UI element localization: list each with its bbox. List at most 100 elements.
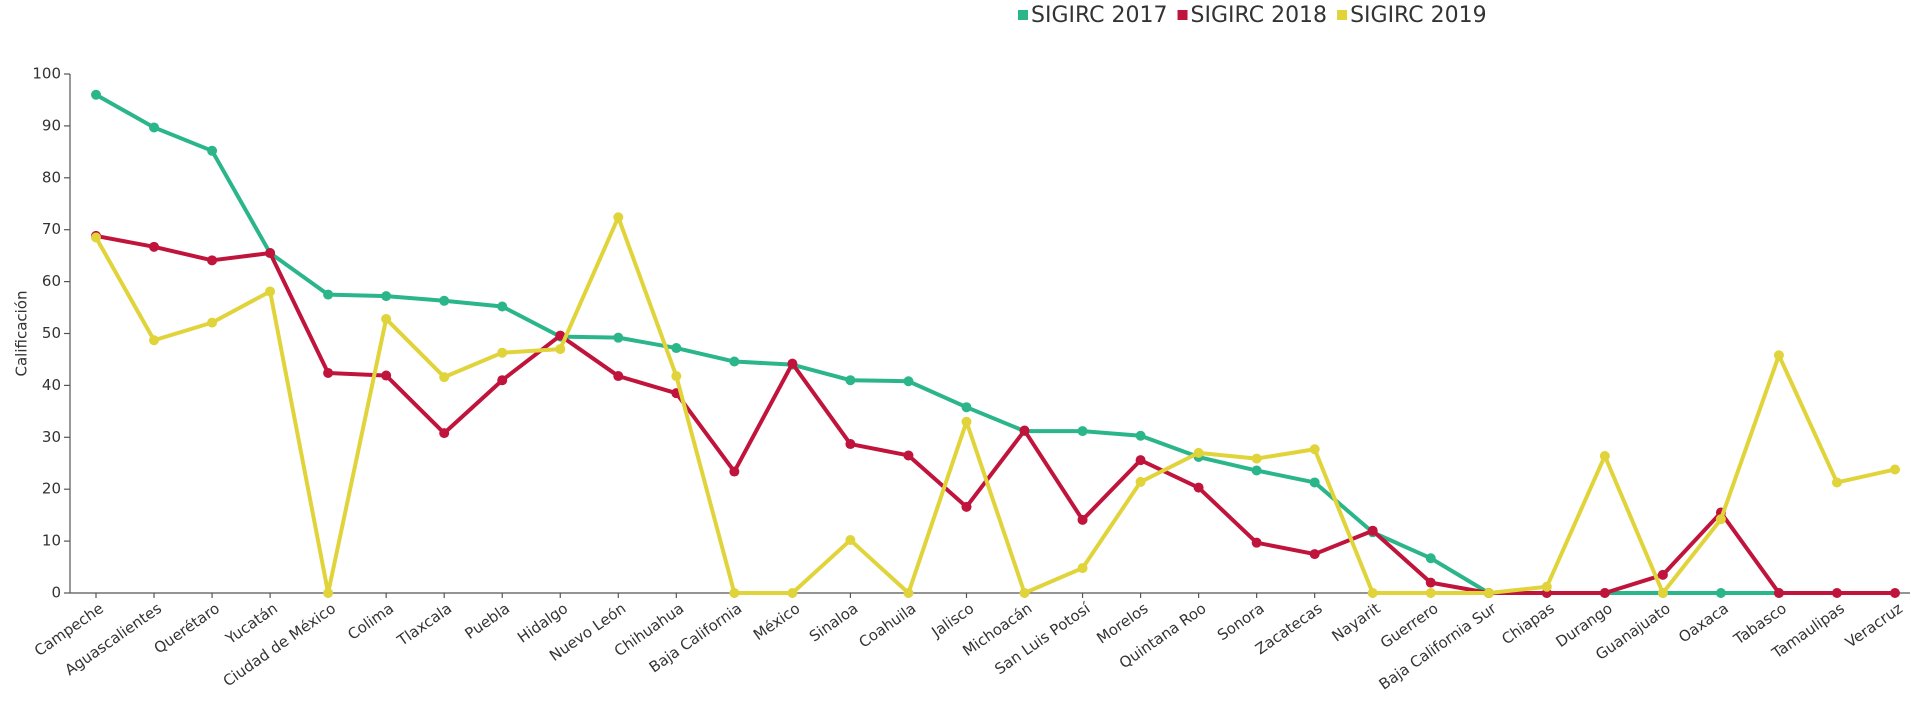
- data-point: [1658, 588, 1668, 598]
- data-point: [265, 248, 275, 258]
- data-point: [265, 286, 275, 296]
- data-point: [1426, 588, 1436, 598]
- data-point: [903, 588, 913, 598]
- x-tick-label: Jalisco: [928, 599, 978, 641]
- data-point: [671, 371, 681, 381]
- data-point: [1252, 454, 1262, 464]
- data-point: [1774, 350, 1784, 360]
- data-point: [845, 375, 855, 385]
- data-point: [1194, 483, 1204, 493]
- data-point: [381, 314, 391, 324]
- legend-swatch: [1337, 10, 1347, 20]
- data-point: [1252, 538, 1262, 548]
- y-tick-label: 50: [42, 324, 61, 342]
- data-point: [961, 502, 971, 512]
- data-point: [323, 588, 333, 598]
- data-point: [1252, 466, 1262, 476]
- data-point: [1078, 426, 1088, 436]
- y-tick-label: 80: [42, 168, 61, 186]
- x-tick-label: Veracruz: [1842, 599, 1906, 651]
- data-point: [613, 371, 623, 381]
- data-point: [1426, 553, 1436, 563]
- data-point: [439, 428, 449, 438]
- x-tick-label: Querétaro: [151, 599, 223, 657]
- data-point: [1484, 588, 1494, 598]
- data-point: [787, 588, 797, 598]
- data-point: [381, 371, 391, 381]
- data-point: [497, 375, 507, 385]
- data-point: [1832, 588, 1842, 598]
- data-point: [1890, 588, 1900, 598]
- y-tick-label: 70: [42, 220, 61, 238]
- data-point: [149, 122, 159, 132]
- data-point: [1426, 578, 1436, 588]
- legend-label: SIGIRC 2019: [1350, 3, 1487, 28]
- data-point: [439, 372, 449, 382]
- data-point: [1368, 526, 1378, 536]
- data-point: [1020, 426, 1030, 436]
- series-line: [96, 217, 1895, 593]
- y-tick-label: 100: [32, 65, 61, 83]
- data-point: [1020, 588, 1030, 598]
- data-point: [497, 348, 507, 358]
- series-line: [96, 95, 1779, 593]
- data-point: [613, 333, 623, 343]
- y-tick-label: 90: [42, 116, 61, 134]
- data-point: [497, 302, 507, 312]
- data-point: [207, 318, 217, 328]
- data-point: [1136, 431, 1146, 441]
- legend-label: SIGIRC 2017: [1031, 3, 1168, 28]
- data-point: [555, 344, 565, 354]
- x-tick-label: Puebla: [461, 599, 513, 643]
- data-point: [1600, 451, 1610, 461]
- data-point: [903, 376, 913, 386]
- x-tick-label: Chiapas: [1498, 599, 1558, 648]
- y-axis-title: Calificación: [13, 291, 31, 377]
- data-point: [1600, 588, 1610, 598]
- data-point: [91, 90, 101, 100]
- data-point: [1078, 563, 1088, 573]
- data-point: [903, 450, 913, 460]
- data-point: [729, 467, 739, 477]
- x-tick-label: Colima: [344, 599, 397, 643]
- data-point: [1078, 515, 1088, 525]
- data-point: [1194, 448, 1204, 458]
- x-tick-label: San Luis Potosí: [991, 599, 1094, 679]
- y-tick-label: 20: [42, 480, 61, 498]
- data-point: [149, 335, 159, 345]
- data-point: [1658, 570, 1668, 580]
- data-point: [207, 255, 217, 265]
- legend-swatch: [1018, 10, 1028, 20]
- data-point: [1310, 549, 1320, 559]
- y-tick-label: 10: [42, 532, 61, 550]
- data-point: [1136, 455, 1146, 465]
- x-tick-label: Tlaxcala: [393, 599, 455, 650]
- chart: Calificación0102030405060708090100Campec…: [0, 0, 1928, 702]
- x-tick-label: Coahuila: [855, 599, 919, 651]
- data-point: [149, 242, 159, 252]
- legend-label: SIGIRC 2018: [1191, 3, 1328, 28]
- x-tick-label: Nayarit: [1328, 599, 1383, 645]
- data-point: [381, 291, 391, 301]
- legend-swatch: [1178, 10, 1188, 20]
- data-point: [1716, 588, 1726, 598]
- data-point: [91, 232, 101, 242]
- x-tick-label: Oaxaca: [1675, 599, 1732, 646]
- data-point: [1542, 582, 1552, 592]
- data-point: [729, 357, 739, 367]
- data-point: [1136, 477, 1146, 487]
- data-point: [1310, 444, 1320, 454]
- y-tick-label: 30: [42, 428, 61, 446]
- x-tick-label: Aguascalientes: [61, 599, 165, 679]
- data-point: [729, 588, 739, 598]
- data-point: [845, 535, 855, 545]
- y-tick-label: 40: [42, 376, 61, 394]
- data-point: [1368, 588, 1378, 598]
- data-point: [1832, 477, 1842, 487]
- data-point: [1774, 588, 1784, 598]
- x-tick-label: Sinaloa: [806, 599, 861, 645]
- data-point: [961, 402, 971, 412]
- y-tick-label: 60: [42, 272, 61, 290]
- data-point: [323, 368, 333, 378]
- x-tick-label: México: [750, 599, 803, 644]
